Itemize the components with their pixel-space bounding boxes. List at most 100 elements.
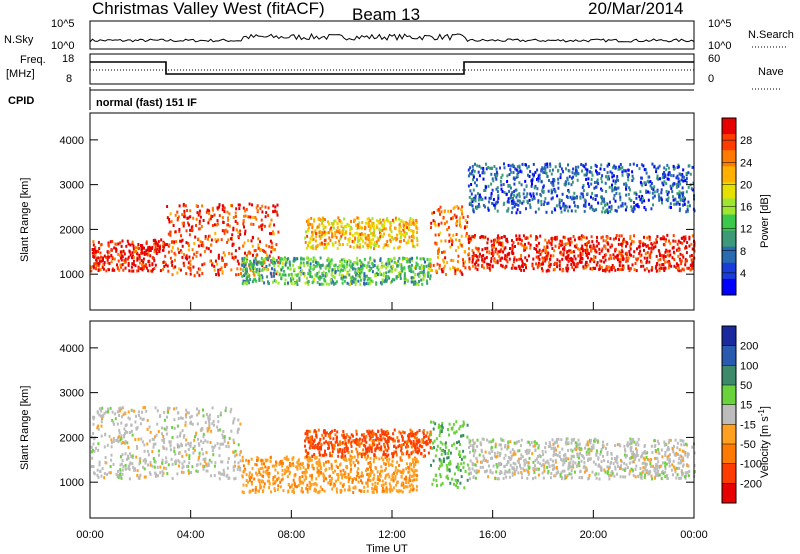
scatter-cell [531, 262, 534, 266]
scatter-cell [342, 268, 345, 272]
scatter-cell [400, 470, 403, 474]
scatter-cell [352, 478, 355, 482]
scatter-cell [233, 454, 236, 458]
scatter-cell [386, 260, 389, 264]
scatter-cell [670, 264, 673, 268]
scatter-cell [414, 281, 416, 285]
scatter-cell [199, 240, 202, 244]
scatter-cell [258, 260, 261, 264]
scatter-cell [556, 262, 558, 266]
scatter-cell [248, 263, 251, 267]
scatter-cell [242, 244, 244, 248]
scatter-cell [484, 196, 487, 200]
scatter-cell [516, 174, 519, 178]
scatter-cell [337, 267, 340, 270]
scatter-cell [281, 461, 284, 465]
scatter-cell [478, 195, 481, 199]
scatter-cell [500, 263, 503, 267]
scatter-cell [272, 476, 275, 480]
scatter-cell [422, 257, 425, 261]
scatter-cell [388, 262, 391, 266]
scatter-cell [317, 217, 320, 221]
scatter-cell [567, 241, 570, 245]
scatter-cell [307, 218, 310, 222]
scatter-cell [162, 466, 165, 470]
scatter-cell [318, 264, 321, 268]
scatter-cell [322, 472, 325, 476]
scatter-cell [130, 423, 133, 427]
scatter-cell [366, 456, 369, 460]
scatter-cell [656, 189, 659, 193]
scatter-cell [611, 189, 614, 193]
scatter-cell [331, 487, 334, 491]
scatter-cell [244, 251, 246, 255]
date-label: 20/Mar/2014 [588, 0, 683, 18]
scatter-cell [373, 432, 376, 436]
scatter-cell [618, 165, 621, 169]
scatter-cell [287, 483, 290, 487]
scatter-cell [98, 257, 101, 260]
scatter-cell [457, 245, 460, 249]
scatter-cell [617, 267, 619, 271]
scatter-cell [407, 228, 410, 231]
scatter-cell [251, 466, 254, 470]
scatter-cell [237, 461, 240, 465]
scatter-cell [608, 177, 610, 181]
colorbar-tick-label: 24 [740, 157, 752, 169]
scatter-cell [276, 213, 279, 217]
scatter-cell [403, 226, 406, 230]
scatter-cell [369, 479, 372, 482]
scatter-cell [188, 244, 190, 248]
scatter-cell [137, 243, 140, 246]
scatter-cell [276, 478, 278, 482]
scatter-cell [440, 268, 443, 272]
scatter-cell [667, 190, 670, 194]
scatter-cell [309, 275, 312, 278]
scatter-cell [462, 264, 465, 268]
scatter-cell [394, 216, 397, 220]
scatter-cell [575, 243, 578, 247]
scatter-cell [327, 262, 330, 266]
scatter-cell [381, 223, 383, 227]
scatter-cell [372, 226, 375, 230]
scatter-cell [368, 236, 371, 240]
scatter-cell [137, 475, 140, 479]
scatter-cell [142, 417, 145, 421]
scatter-cell [315, 239, 317, 243]
scatter-cell [340, 225, 343, 228]
scatter-cell [416, 227, 419, 231]
scatter-cell [672, 234, 675, 238]
scatter-cell [275, 279, 277, 283]
scatter-cell [480, 234, 483, 238]
scatter-cell [381, 469, 384, 473]
scatter-cell [652, 246, 655, 250]
scatter-cell [468, 252, 471, 256]
scatter-cell [223, 206, 226, 210]
scatter-cell [486, 250, 488, 254]
scatter-cell [478, 164, 481, 168]
scatter-cell [477, 192, 479, 196]
scatter-cell [651, 243, 654, 247]
scatter-cell [162, 267, 165, 271]
scatter-cell [601, 210, 604, 214]
scatter-cell [181, 429, 184, 433]
scatter-cell [587, 177, 590, 181]
scatter-cell [315, 235, 318, 239]
scatter-cell [380, 428, 383, 432]
scatter-cell [167, 269, 170, 273]
scatter-cell [170, 457, 173, 461]
scatter-cell [558, 242, 561, 246]
scatter-cell [227, 238, 230, 242]
scatter-cell [165, 447, 168, 451]
scatter-cell [153, 259, 156, 263]
scatter-cell [115, 438, 118, 442]
scatter-cell [471, 260, 474, 264]
scatter-cell [402, 222, 405, 226]
scatter-cell [333, 219, 336, 223]
scatter-cell [314, 482, 317, 486]
scatter-cell [325, 246, 328, 249]
scatter-cell [452, 207, 455, 210]
scatter-cell [254, 249, 257, 252]
scatter-cell [99, 470, 102, 473]
scatter-cell [682, 235, 685, 239]
